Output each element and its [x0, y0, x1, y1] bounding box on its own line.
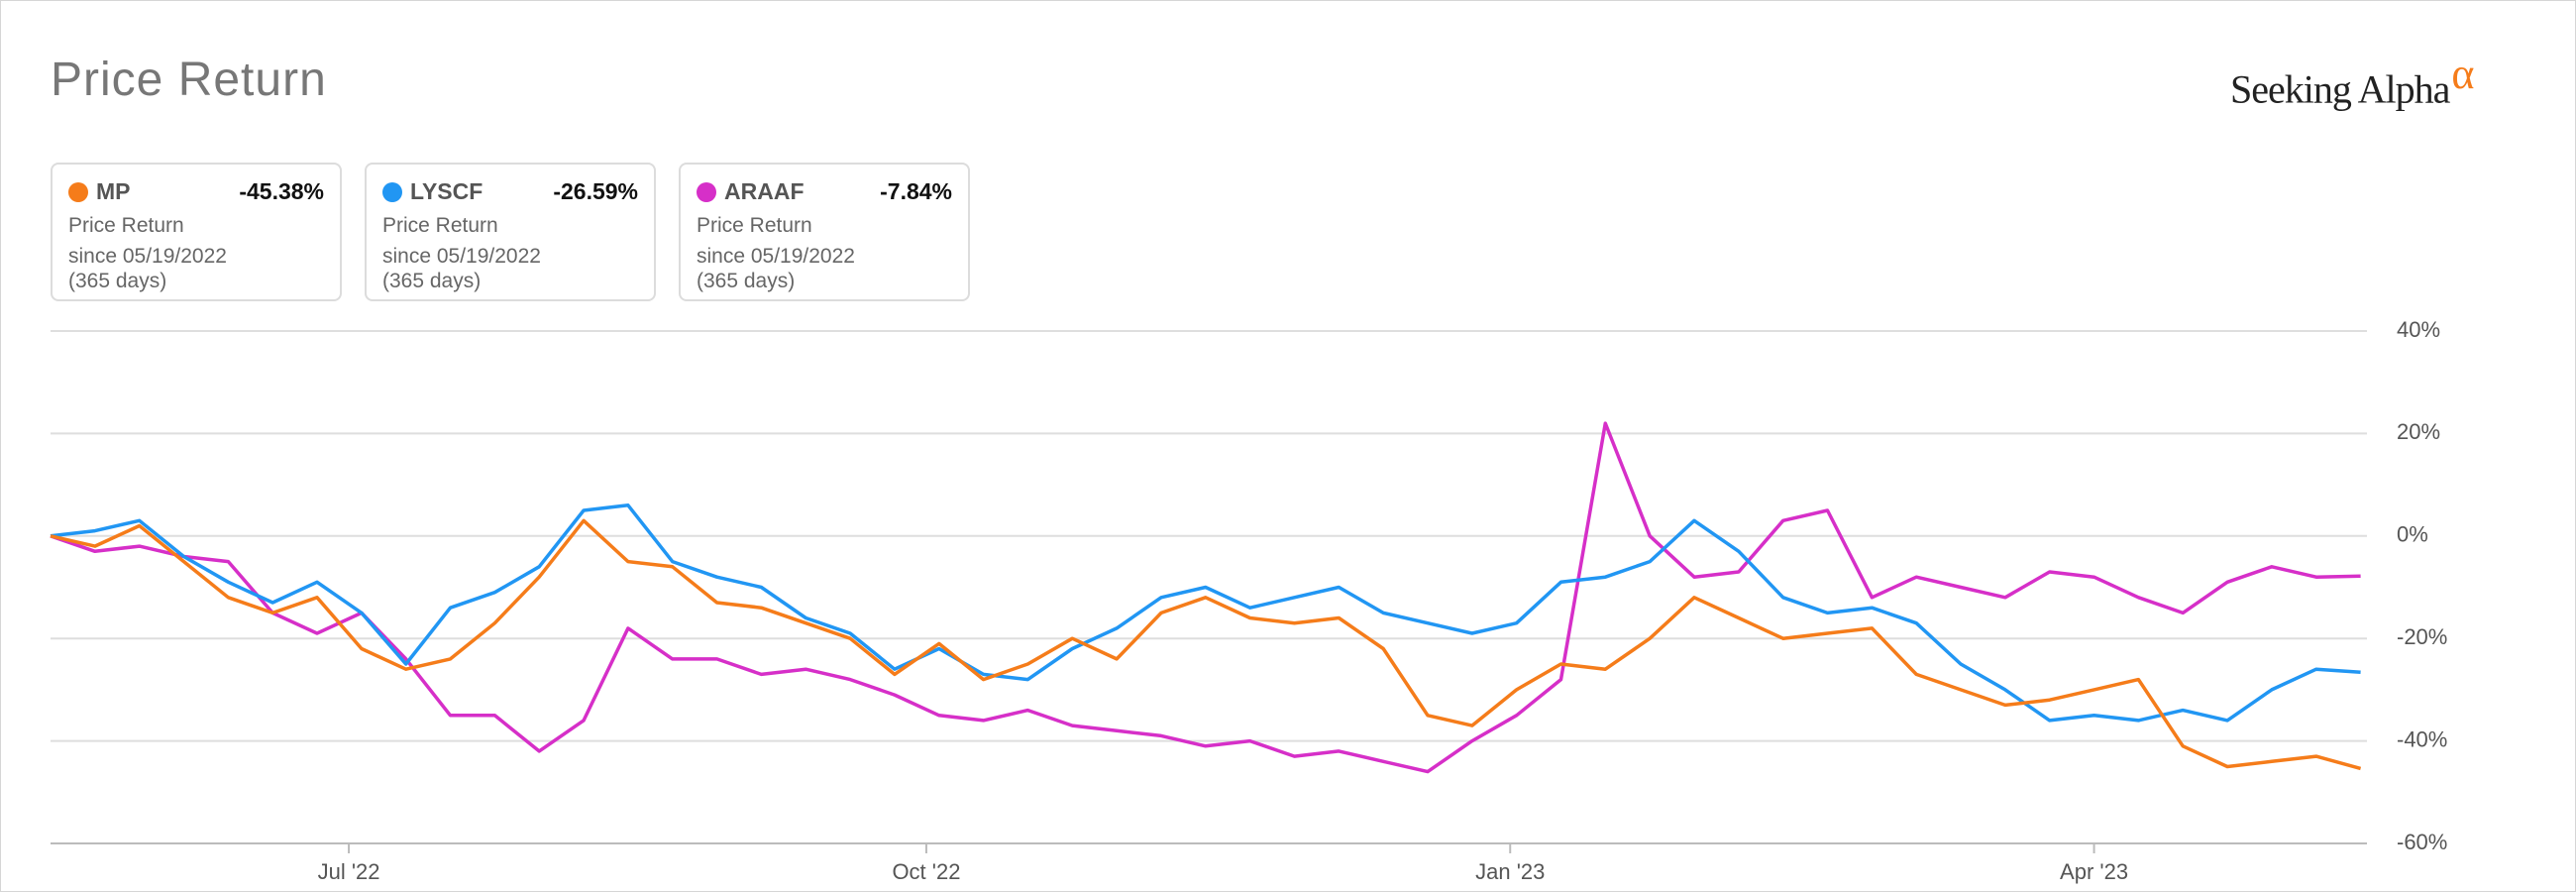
x-tick-label: Apr '23: [2060, 859, 2128, 884]
legend-name: MP: [96, 178, 131, 204]
brand-mark: α: [2451, 50, 2474, 98]
card-since: since 05/19/2022: [697, 245, 855, 268]
legend-name-wrap: ARAAF: [697, 178, 805, 205]
legend-name-wrap: MP: [68, 178, 131, 205]
brand: Seeking Alphaα: [2230, 49, 2474, 112]
card-period: (365 days): [697, 270, 796, 292]
legend-row: ARAAF -7.84%: [697, 178, 952, 205]
legend-name: LYSCF: [410, 178, 483, 204]
card-since: since 05/19/2022: [68, 245, 227, 268]
legend-card: ARAAF -7.84% Price Return since 05/19/2022(…: [679, 163, 970, 301]
series-line: [50, 503, 2361, 723]
legend-name-wrap: LYSCF: [382, 178, 483, 205]
y-tick-label: -40%: [2397, 726, 2447, 751]
title: Price Return: [51, 54, 327, 106]
card-period: (365 days): [382, 270, 482, 292]
y-tick-label: -20%: [2397, 624, 2447, 649]
y-tick-label: 0%: [2397, 522, 2428, 547]
legend-card: LYSCF -26.59% Price Return since 05/19/2022…: [365, 163, 656, 301]
card-subtitle: Price Return: [68, 214, 184, 237]
x-tick-label: Jul '22: [318, 859, 380, 884]
legend-name: ARAAF: [724, 178, 805, 204]
card-subtitle: Price Return: [382, 214, 498, 237]
y-tick-label: -60%: [2397, 830, 2447, 854]
legend-change: -7.84%: [880, 178, 952, 204]
legend-dot: [68, 181, 88, 202]
card-subtitle: Price Return: [697, 214, 812, 237]
legend-change: -45.38%: [239, 178, 324, 204]
legend-card: MP -45.38% Price Return since 05/19/2022 (36…: [51, 163, 342, 301]
y-tick-label: 40%: [2397, 317, 2440, 342]
legend-row: MP -45.38%: [68, 178, 324, 205]
legend-dot: [697, 181, 716, 202]
legend-dot: [382, 181, 402, 202]
series-line: [50, 421, 2361, 774]
legend-row: LYSCF -26.59%: [382, 178, 638, 205]
card-period: (365 days): [68, 270, 167, 292]
x-tick-label: Oct '22: [892, 859, 960, 884]
brand-name: Seeking Alpha: [2230, 66, 2450, 112]
card-since: since 05/19/2022: [382, 245, 541, 268]
legend-change: -26.59%: [553, 178, 638, 204]
series-line: [50, 518, 2362, 771]
y-tick-label: 20%: [2397, 419, 2440, 444]
x-tick-label: Jan '23: [1475, 859, 1545, 884]
